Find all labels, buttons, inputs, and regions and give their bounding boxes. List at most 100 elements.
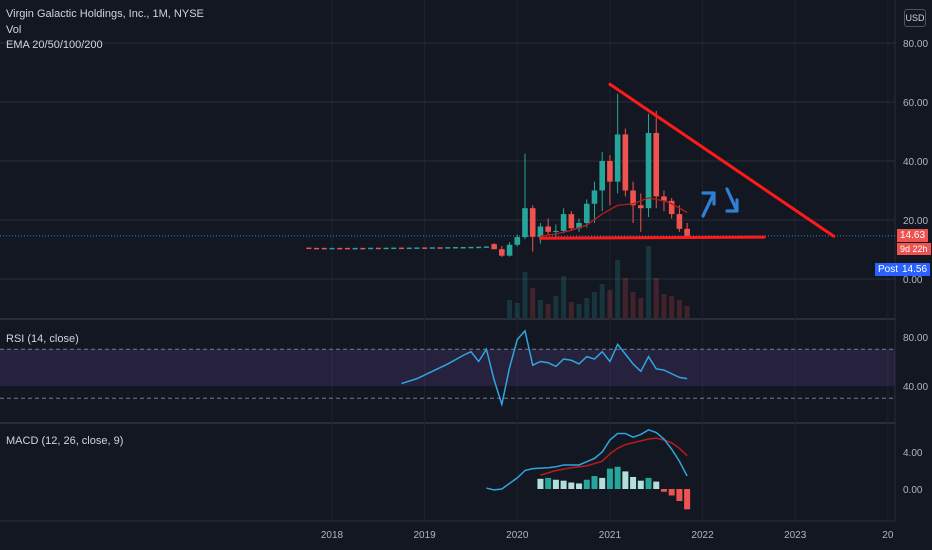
macd-histogram-bar <box>606 468 613 489</box>
volume-bar <box>553 296 559 318</box>
candle-body <box>499 249 505 256</box>
macd-histogram-bar <box>660 489 667 492</box>
candle-body <box>545 226 551 232</box>
macd-histogram-bar <box>583 479 590 489</box>
symbol-title: Virgin Galactic Holdings, Inc., 1M, NYSE <box>6 8 204 20</box>
rsi-band-fill <box>0 349 895 386</box>
macd-histogram-bar <box>668 489 675 496</box>
currency-button[interactable]: USD <box>904 9 926 27</box>
macd-legend: MACD (12, 26, close, 9) <box>6 435 124 447</box>
volume-bar <box>599 284 605 318</box>
volume-bar <box>630 292 636 318</box>
arrow-up-annotation <box>701 191 716 218</box>
volume-bar <box>669 296 675 318</box>
candle-body <box>661 196 667 201</box>
x-tick-label: 2018 <box>321 530 344 541</box>
macd-histogram-bar <box>614 466 621 489</box>
candle-body <box>653 132 660 197</box>
volume-bar <box>676 300 682 318</box>
macd-histogram-bar <box>591 476 598 489</box>
x-tick-label: 2019 <box>414 530 437 541</box>
candle-body <box>568 214 575 229</box>
volume-bar <box>591 292 597 318</box>
rsi-y-tick-label: 80.00 <box>903 333 928 344</box>
candle-body <box>645 132 652 209</box>
x-tick-label: 2022 <box>691 530 714 541</box>
candle-body <box>684 228 690 236</box>
volume-bar <box>646 246 652 318</box>
volume-bar <box>615 260 621 318</box>
support-line <box>538 235 766 240</box>
macd-histogram-bar <box>560 480 567 489</box>
candle-body <box>630 190 636 206</box>
macd-histogram-bar <box>676 489 683 502</box>
y-tick-label: 60.00 <box>903 98 928 109</box>
volume-bar <box>514 303 520 318</box>
y-tick-label: 20.00 <box>903 216 928 227</box>
volume-bar <box>638 298 644 318</box>
candle-body <box>506 244 513 256</box>
macd-line <box>486 428 688 491</box>
candle-body <box>491 244 497 250</box>
y-tick-label: 40.00 <box>903 157 928 168</box>
macd-histogram-bar <box>537 478 544 489</box>
volume-bar <box>653 278 659 318</box>
upper-trendline <box>608 82 836 238</box>
candle-body <box>522 208 528 238</box>
y-tick-label: 0.00 <box>903 275 923 286</box>
ema-legend: EMA 20/50/100/200 <box>6 39 103 51</box>
volume-bar <box>522 272 528 318</box>
x-tick-label: 2020 <box>506 530 529 541</box>
candle-body <box>668 200 675 215</box>
macd-histogram-bar <box>622 471 629 489</box>
x-tick-label: 2023 <box>784 530 807 541</box>
volume-bar <box>576 304 582 318</box>
x-tick-label: 20 <box>882 530 894 541</box>
candle-body <box>638 205 644 209</box>
countdown-badge: 9d 22h <box>897 243 931 255</box>
post-market-price-badge: 14.56 <box>899 263 931 276</box>
macd-y-tick-label: 0.00 <box>903 485 923 496</box>
macd-histogram-bar <box>576 483 583 489</box>
post-market-label: Post <box>875 263 902 276</box>
volume-bar <box>545 304 551 318</box>
volume-bar <box>684 306 690 318</box>
volume-bar <box>568 302 574 318</box>
candle-body <box>599 161 605 191</box>
volume-bar <box>622 278 628 318</box>
macd-histogram-bar <box>630 476 637 489</box>
macd-signal-line <box>540 437 688 476</box>
last-price-badge: 14.63 <box>897 229 929 242</box>
candle-body <box>591 190 598 204</box>
macd-histogram-bar <box>645 477 652 489</box>
candle-body <box>529 208 536 237</box>
macd-histogram-bar <box>637 480 644 489</box>
ema-line <box>540 197 688 237</box>
candle-body <box>553 230 559 232</box>
volume-bar <box>584 298 590 318</box>
candle-body <box>514 237 521 245</box>
y-tick-label: 80.00 <box>903 39 928 50</box>
candle-body <box>576 222 582 229</box>
macd-y-tick-label: 4.00 <box>903 448 923 459</box>
arrow-down-annotation <box>725 187 739 213</box>
candle-body <box>560 214 567 231</box>
volume-legend: Vol <box>6 24 22 36</box>
volume-bar <box>530 288 536 318</box>
candle-body <box>583 203 590 223</box>
macd-histogram-bar <box>684 489 691 510</box>
macd-histogram-bar <box>599 477 606 489</box>
volume-bar <box>661 294 667 318</box>
macd-histogram-bar <box>545 477 552 489</box>
rsi-y-tick-label: 40.00 <box>903 382 928 393</box>
volume-bar <box>607 290 613 318</box>
macd-histogram-bar <box>653 481 660 489</box>
macd-histogram-bar <box>568 482 575 489</box>
rsi-legend: RSI (14, close) <box>6 333 79 345</box>
volume-bar <box>561 276 567 318</box>
candle-body <box>614 134 621 182</box>
x-tick-label: 2021 <box>599 530 622 541</box>
candle-body <box>622 134 629 191</box>
